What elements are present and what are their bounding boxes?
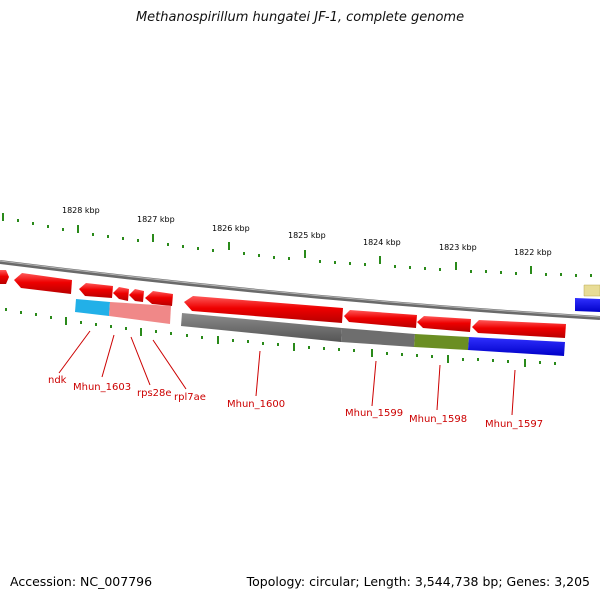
accession-text: Accession: NC_007796 (10, 574, 153, 589)
gene-label-mhun-1600: Mhun_1600 (227, 399, 285, 410)
gene-label-mhun-1599: Mhun_1599 (345, 408, 403, 419)
major-tick (152, 234, 154, 242)
scale-label-1822: 1822 kbp (514, 248, 552, 257)
cog-band-pink (109, 302, 171, 324)
map-title: Methanospirillum hungatei JF-1, complete… (135, 10, 465, 25)
scale-label-1824: 1824 kbp (363, 238, 401, 247)
gene-label-mhun-1598: Mhun_1598 (409, 414, 467, 425)
gene-label-rps28e: rps28e (137, 388, 172, 399)
outer-scale-ticks (2, 213, 592, 277)
major-tick (530, 266, 532, 274)
leader-mhun-1597 (511, 369, 516, 416)
cog-band-mhun-1599 (341, 328, 415, 347)
scale-label-1826: 1826 kbp (212, 224, 250, 233)
gene-arrow-mhun-1597 (472, 320, 566, 338)
scale-labels: 1828 kbp 1827 kbp 1826 kbp 1825 kbp 1824… (62, 206, 552, 257)
label-leaders (58, 330, 516, 416)
gene-label-mhun-1603: Mhun_1603 (73, 382, 131, 393)
forward-strand-genes (0, 270, 600, 297)
leader-rpl7ae (152, 339, 187, 390)
gene-arrow-mhun-1599 (344, 310, 417, 328)
gene-label-rpl7ae: rpl7ae (174, 392, 206, 403)
major-tick (379, 256, 381, 264)
gene-arrow-small (129, 289, 144, 302)
gene-arrow-rps28e (113, 287, 129, 301)
gene-arrow-mhun-1598 (417, 316, 471, 332)
cog-band-right (575, 298, 600, 312)
leader-ndk (58, 330, 91, 374)
gene-label-mhun-1597: Mhun_1597 (485, 419, 543, 430)
backbone-highlight (0, 260, 600, 318)
major-tick (77, 225, 79, 233)
cog-band-mhun-1598 (414, 334, 469, 350)
gene-arrow (0, 270, 9, 284)
gene-label-ndk: ndk (48, 375, 67, 386)
major-tick (228, 242, 230, 250)
leader-mhun-1599 (371, 360, 377, 407)
gene-arrow-mhun-1600 (184, 296, 343, 323)
cog-band-mhun-1600 (181, 313, 342, 342)
leader-mhun-1598 (436, 364, 441, 411)
cog-band-ndk (75, 299, 110, 316)
genome-backbone (0, 260, 600, 320)
gene-arrow-ndk (14, 273, 72, 294)
scale-label-1828: 1828 kbp (62, 206, 100, 215)
leader-rps28e (130, 336, 151, 386)
leader-mhun-1600 (255, 350, 261, 397)
gene-arrow-rpl7ae (145, 291, 173, 306)
genome-summary-text: Topology: circular; Length: 3,544,738 bp… (246, 574, 590, 589)
major-tick (455, 262, 457, 270)
leader-mhun-1603 (101, 334, 115, 378)
cog-bands (75, 298, 600, 356)
gene-labels: ndk Mhun_1603 rps28e rpl7ae Mhun_1600 Mh… (48, 375, 543, 430)
scale-label-1827: 1827 kbp (137, 215, 175, 224)
inner-scale-ticks (5, 308, 556, 367)
major-tick (304, 250, 306, 258)
scale-label-1823: 1823 kbp (439, 243, 477, 252)
gene-arrow-mhun-1603 (79, 283, 113, 298)
gene-feature (583, 284, 600, 297)
major-tick (2, 213, 4, 221)
cog-band-mhun-1597 (468, 337, 565, 356)
reverse-strand-genes (14, 273, 566, 338)
scale-label-1825: 1825 kbp (288, 231, 326, 240)
